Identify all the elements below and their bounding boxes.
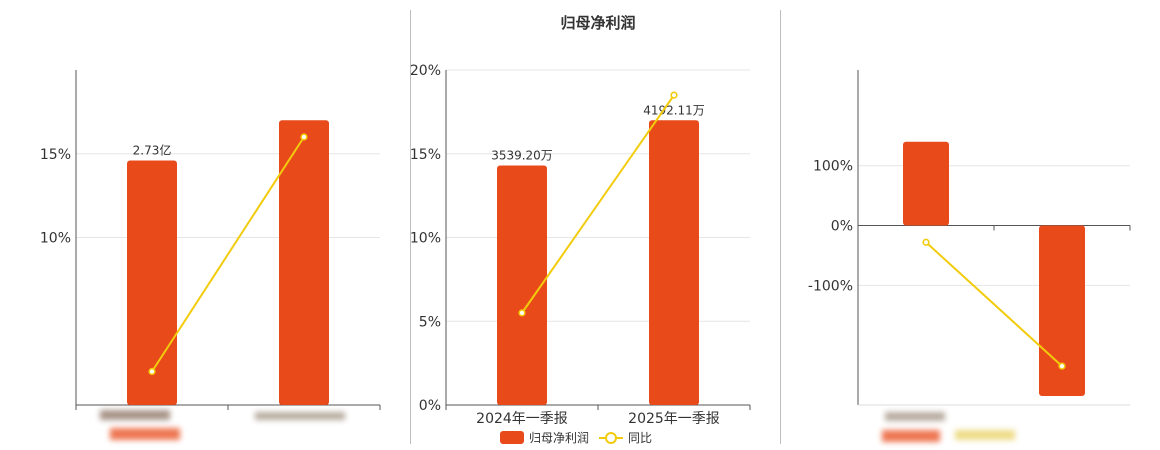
blurred-category-label xyxy=(100,410,170,420)
blurred-category-label xyxy=(255,412,345,420)
line-point xyxy=(922,238,930,246)
chart-panel-right: 100% 0% -100% xyxy=(780,0,1160,450)
y-tick-label: 10% xyxy=(40,231,71,247)
line-point xyxy=(148,367,156,376)
bar xyxy=(649,120,699,405)
y-tick-label: 0% xyxy=(831,219,853,235)
legend-bar-swatch xyxy=(500,430,524,444)
bar-data-label: 4192.11万 xyxy=(643,103,705,117)
legend-line-icon xyxy=(599,431,624,444)
blurred-category-label xyxy=(885,412,945,421)
line-point xyxy=(300,133,308,141)
legend-bar-label: 归母净利润 xyxy=(529,430,590,445)
bar xyxy=(127,160,177,405)
panel-divider xyxy=(780,10,781,444)
blurred-legend-swatch xyxy=(882,430,940,442)
bar xyxy=(903,141,949,226)
line-series xyxy=(925,241,1063,367)
legend-line-label: 同比 xyxy=(628,430,653,445)
line-point xyxy=(670,91,678,99)
y-tick-label: 15% xyxy=(410,147,441,163)
y-tick-label: 5% xyxy=(419,314,441,330)
blurred-legend-line xyxy=(955,430,1015,440)
bar-data-label: 3539.20万 xyxy=(491,148,553,162)
chart-left-svg: 10% 15% 2.73亿 xyxy=(40,70,381,410)
chart-panel-left: 10% 15% 2.73亿 xyxy=(0,0,400,450)
chart-right-svg: 100% 0% -100% xyxy=(808,70,1131,406)
y-tick-label: 0% xyxy=(419,398,441,414)
bar-data-label: 2.73亿 xyxy=(133,142,172,157)
chart-legend: 归母净利润 同比 xyxy=(500,428,652,446)
bar xyxy=(1039,225,1085,397)
line-series xyxy=(521,94,675,314)
bar xyxy=(497,165,547,405)
chart-title: 归母净利润 xyxy=(560,14,635,32)
line-point xyxy=(518,309,526,317)
category-label: 2025年一季报 xyxy=(628,411,720,427)
y-tick-label: 20% xyxy=(410,63,441,79)
panel-divider xyxy=(410,10,411,444)
y-tick-label: 15% xyxy=(40,147,71,163)
line-series xyxy=(151,136,305,373)
category-label: 2024年一季报 xyxy=(476,411,568,427)
y-tick-label: -100% xyxy=(808,278,853,294)
chart-center-svg: 归母净利润 0% 5% 10% 15% 20% 3539.20万 4192.11万 2024年一… xyxy=(410,14,751,427)
bar xyxy=(279,120,329,405)
chart-panel-center: 归母净利润 0% 5% 10% 15% 20% 3539.20万 4192.11万 2024年一… xyxy=(400,0,780,450)
y-tick-label: 10% xyxy=(410,231,441,247)
line-point xyxy=(1058,362,1066,370)
blurred-legend-swatch xyxy=(110,428,180,440)
y-tick-label: 100% xyxy=(813,159,853,175)
